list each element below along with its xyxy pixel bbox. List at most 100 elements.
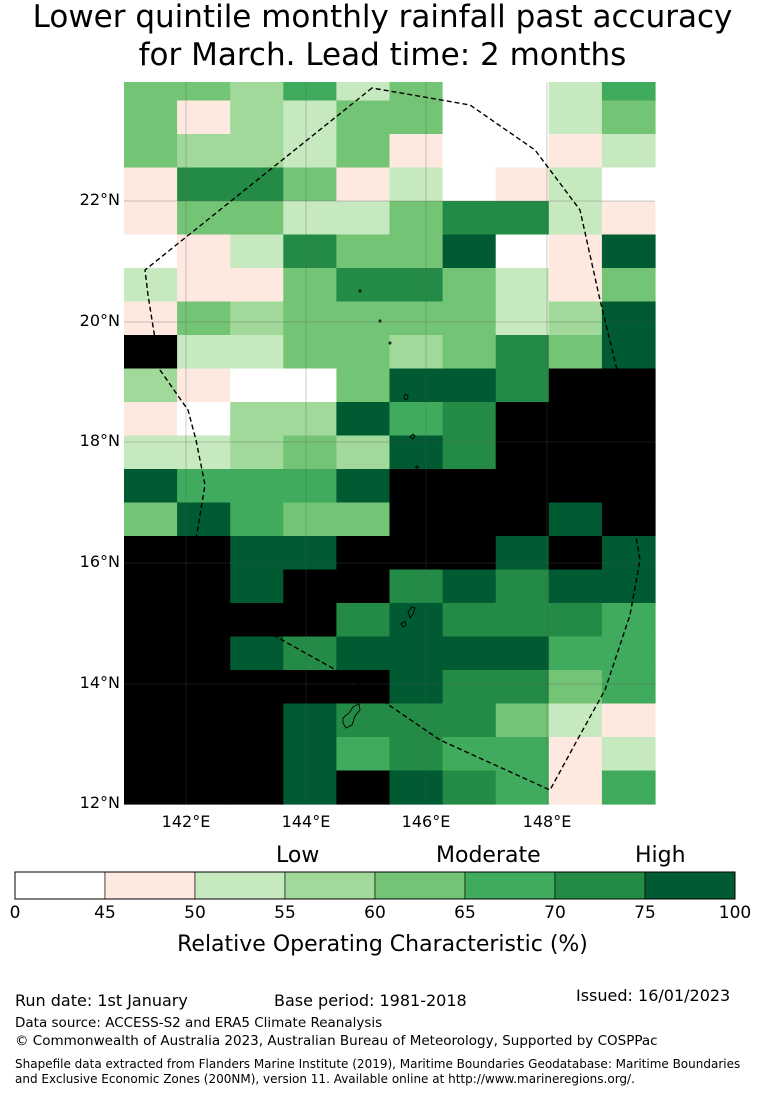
grid-cell (442, 670, 497, 705)
grid-cell (548, 201, 603, 236)
grid-cell (495, 569, 550, 604)
grid-cell (389, 100, 444, 135)
grid-cell (230, 234, 284, 269)
grid-cell (177, 368, 231, 403)
grid-cell (389, 268, 444, 303)
grid-cell (177, 569, 231, 604)
grid-cell (124, 301, 178, 336)
grid-cell (601, 301, 656, 336)
grid-cell (336, 536, 391, 571)
grid-cell (442, 335, 497, 370)
grid-cell (548, 167, 603, 202)
grid-cell (177, 134, 231, 169)
grid-cell (442, 82, 497, 102)
grid-cell (177, 737, 231, 772)
grid-cell (230, 770, 284, 805)
grid-cell (495, 301, 550, 336)
grid-cell (336, 234, 391, 269)
grid-cell (124, 737, 178, 772)
legend-tick-100: 100 (718, 903, 752, 923)
grid-cell (601, 737, 656, 772)
grid-cell (283, 770, 337, 805)
grid-cell (177, 603, 231, 638)
grid-cell (442, 301, 497, 336)
grid-cell (283, 402, 337, 437)
grid-cell (442, 268, 497, 303)
island-guam (342, 703, 361, 729)
grid-cell (124, 703, 178, 738)
grid-cell (495, 770, 550, 805)
grid-cell (442, 703, 497, 738)
grid-cell (124, 603, 178, 638)
grid-cell (548, 234, 603, 269)
grid-cell (495, 670, 550, 705)
issued-date: Issued: 16/01/2023 (576, 986, 731, 1005)
grid-cell (495, 636, 550, 671)
grid-cell (601, 82, 656, 102)
map-title-line-1: Lower quintile monthly rainfall past acc… (32, 0, 733, 35)
grid-cell (124, 268, 178, 303)
grid-cell (177, 268, 231, 303)
grid-cell (230, 703, 284, 738)
island (378, 319, 382, 323)
grid-cell (548, 636, 603, 671)
grid-cell (389, 569, 444, 604)
grid-cell (230, 603, 284, 638)
grid-cell (548, 335, 603, 370)
grid-cell (548, 770, 603, 805)
grid-cell (230, 134, 284, 169)
grid-cell (336, 737, 391, 772)
grid-cell (124, 134, 178, 169)
grid-cell (495, 234, 550, 269)
grid-cell (177, 502, 231, 537)
grid-cell (389, 603, 444, 638)
map-title-line-2: for March. Lead time: 2 months (138, 37, 627, 73)
grid-cell (442, 469, 497, 504)
grid-cell (548, 502, 603, 537)
lon-label-142e: 142°E (161, 812, 211, 831)
island (415, 465, 419, 469)
grid-cell (124, 636, 178, 671)
lon-label-146e: 146°E (401, 812, 451, 831)
grid-cell (230, 569, 284, 604)
island (403, 394, 409, 400)
grid-cell (389, 82, 444, 102)
lat-label-16n: 16°N (79, 552, 120, 571)
grid-cell (389, 301, 444, 336)
grid-cell (177, 335, 231, 370)
legend-category-high: High (635, 843, 686, 868)
lat-label-12n: 12°N (79, 793, 120, 812)
grid-cell (601, 402, 656, 437)
grid-cell (442, 536, 497, 571)
grid-cell (283, 502, 337, 537)
grid-cell (283, 201, 337, 236)
grid-cell (124, 100, 178, 135)
grid-cell (336, 368, 391, 403)
run-date: Run date: 1st January (15, 991, 188, 1010)
grid-cell (336, 435, 391, 470)
legend-tick-75: 75 (634, 903, 656, 923)
grid-cell (230, 335, 284, 370)
grid-cell (177, 201, 231, 236)
island (388, 341, 392, 345)
grid-cell (336, 502, 391, 537)
grid-cell (336, 636, 391, 671)
grid-cell (124, 569, 178, 604)
grid-cell (230, 301, 284, 336)
grid-cell (283, 569, 337, 604)
grid-cell (336, 335, 391, 370)
legend-category-moderate: Moderate (436, 843, 541, 868)
grid-cell (495, 536, 550, 571)
legend-axis-label: Relative Operating Characteristic (%) (177, 932, 588, 957)
legend-tick-50: 50 (184, 903, 206, 923)
grid-cell (230, 536, 284, 571)
lat-label-18n: 18°N (79, 431, 120, 450)
grid-cell (495, 368, 550, 403)
lat-label-14n: 14°N (79, 673, 120, 692)
grid-cell (442, 569, 497, 604)
lat-label-20n: 20°N (79, 311, 120, 330)
grid-cell (389, 335, 444, 370)
grid-cell (283, 469, 337, 504)
legend-tick-0: 0 (9, 903, 21, 923)
grid-cell (601, 502, 656, 537)
